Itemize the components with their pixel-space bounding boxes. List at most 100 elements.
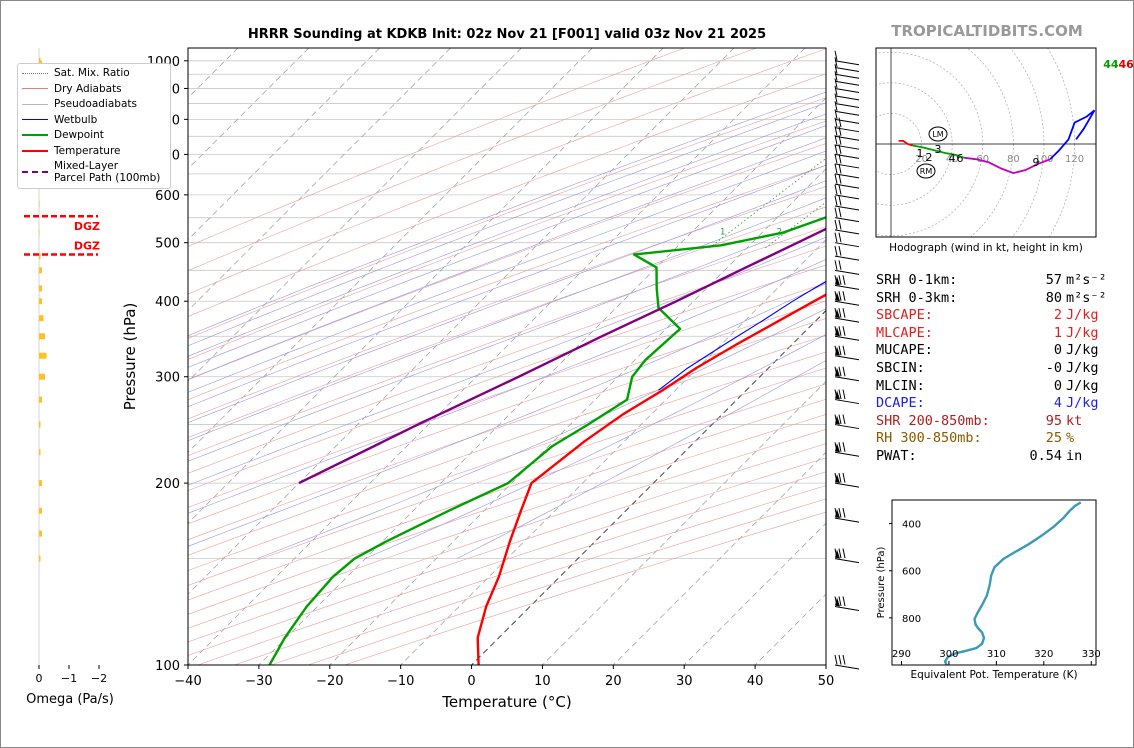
chart-title: HRRR Sounding at KDKB Init: 02z Nov 21 [… — [247, 27, 767, 42]
index-label: SRH 0-3km: — [876, 289, 958, 306]
dry-adiabat — [188, 48, 757, 271]
hodograph-ring-label: 100 — [1034, 154, 1053, 165]
dry-adiabat — [188, 73, 826, 317]
y-tick-label: 100 — [155, 659, 180, 674]
dry-adiabat — [188, 48, 826, 295]
isotherm — [188, 48, 380, 241]
dry-adiabat — [188, 383, 826, 601]
index-label: SBCIN: — [876, 359, 925, 376]
moist-adiabat — [257, 308, 826, 559]
y-tick-label: 400 — [155, 295, 180, 310]
x-axis-title: Temperature (°C) — [441, 693, 571, 711]
legend-label: Mixed-Layer Parcel Path (100mb) — [54, 160, 161, 184]
omega-bar — [39, 333, 45, 340]
x-tick-label: 40 — [747, 674, 764, 689]
wind-barb — [834, 219, 860, 235]
wind-barb — [834, 78, 860, 93]
index-row: MLCIN: 0 J/kg — [876, 378, 1106, 396]
omega-bar — [39, 396, 42, 403]
index-label: SRH 0-1km: — [876, 272, 958, 288]
wind-barb — [834, 366, 860, 382]
hodograph-ring-label: 120 — [1065, 154, 1084, 165]
surface-dewpoint-label: 44 — [1103, 58, 1119, 71]
theta-e-x-tick-label: 320 — [1034, 649, 1053, 660]
mixing-ratio-label: 20 — [992, 227, 1003, 237]
omega-bar — [39, 285, 42, 292]
index-row: SRH 0-1km: 57 m²s⁻² — [876, 272, 1107, 290]
dry-adiabat — [188, 414, 826, 629]
mixing-ratio-line — [1026, 48, 1134, 248]
wind-barb — [834, 291, 860, 306]
wind-barb — [834, 442, 860, 457]
dry-adiabat — [188, 300, 826, 525]
legend-label: Temperature — [54, 144, 121, 157]
wind-barb — [834, 85, 860, 101]
wind-barb — [834, 246, 860, 261]
index-unit: J/kg — [1066, 307, 1099, 324]
x-tick-label: 0 — [467, 674, 475, 689]
surface-temperature-label: 46F — [1119, 58, 1134, 71]
mixing-ratio-label: 13 — [948, 227, 959, 237]
index-row: SBCIN: -0 J/kg — [876, 360, 1106, 378]
theta-e-x-tick-label: 290 — [892, 649, 911, 660]
omega-tick-label: −1 — [61, 672, 77, 685]
moist-adiabat — [456, 360, 826, 559]
index-unit: J/kg — [1066, 324, 1099, 341]
moist-adiabat — [188, 125, 826, 368]
theta-e-y-tick-label: 800 — [902, 614, 921, 625]
hodograph-ring-label: 60 — [976, 154, 989, 165]
y-axis-title: Pressure (hPa) — [121, 303, 139, 411]
legend-item: Sat. Mix. Ratio — [22, 67, 130, 79]
dry-adiabat — [188, 206, 826, 438]
y-tick-label: 500 — [155, 237, 180, 252]
hodograph-caption: Hodograph (wind in kt, height in km) — [889, 242, 1083, 254]
mixing-ratio-line — [1002, 48, 1134, 248]
index-unit: m²s⁻² — [1066, 289, 1107, 306]
moist-adiabat — [188, 164, 826, 408]
hodograph-height-label: 2 — [926, 151, 933, 164]
moist-adiabat — [188, 91, 826, 336]
x-tick-label: −40 — [174, 674, 201, 689]
storm-motion-marker — [928, 126, 948, 142]
wind-barb — [834, 64, 860, 79]
dgz-label: DGZ — [74, 220, 100, 233]
profile-dewpoint — [268, 216, 826, 665]
omega-bar — [39, 480, 42, 487]
moist-adiabat — [364, 334, 826, 559]
moist-adiabat — [188, 180, 826, 423]
index-unit: J/kg — [1066, 342, 1099, 359]
hodograph-trace — [898, 140, 913, 147]
dry-adiabat — [188, 226, 826, 457]
legend-label: Dry Adiabats — [54, 82, 122, 95]
wind-barb — [834, 414, 860, 430]
mixing-ratio-label: 6 — [874, 227, 879, 237]
legend-swatch — [22, 103, 48, 105]
mixing-ratio-label: 36 — [1056, 227, 1067, 237]
wind-barb — [834, 548, 860, 564]
omega-bar — [39, 421, 41, 428]
wind-barb — [834, 174, 860, 189]
y-tick-label: 600 — [155, 189, 180, 204]
omega-bar — [39, 315, 44, 322]
legend-label: Dewpoint — [54, 129, 104, 141]
theta-e-line — [943, 501, 1082, 665]
index-label: RH 300-850mb: — [876, 430, 982, 447]
dgz-label: DGZ — [74, 239, 100, 252]
mixing-ratio-label: 8 — [902, 227, 907, 237]
dry-adiabat — [188, 318, 826, 541]
hodograph-height-label: 4 — [949, 152, 956, 165]
wind-barb — [834, 389, 860, 405]
index-row: SHR 200-850mb: 95 kt — [876, 413, 1106, 431]
isotherm — [188, 48, 664, 524]
index-value: 1 — [1053, 324, 1062, 341]
omega-bar — [39, 352, 47, 359]
hodograph-height-label: 3 — [935, 143, 942, 156]
isotherm — [188, 48, 451, 312]
mixing-ratio-line — [863, 48, 1134, 248]
moist-adiabat — [188, 236, 826, 486]
wind-barb — [834, 232, 860, 248]
index-label: SBCAPE: — [876, 307, 933, 324]
index-value: 25 — [1045, 430, 1062, 447]
